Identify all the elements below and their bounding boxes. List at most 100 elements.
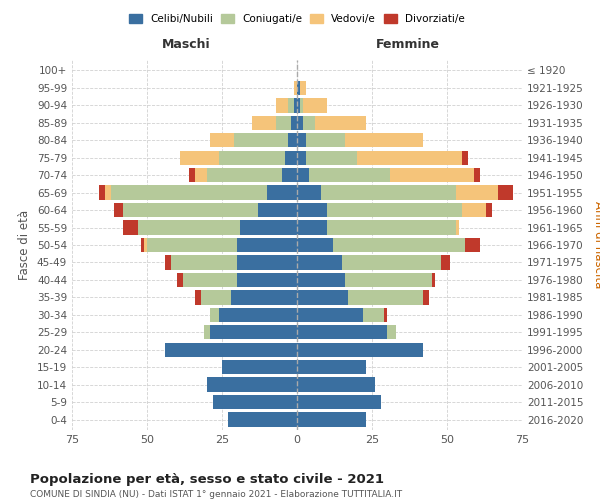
Bar <box>297 186 321 200</box>
Bar <box>384 308 387 322</box>
Bar <box>213 395 297 409</box>
Bar <box>204 325 210 340</box>
Bar <box>240 220 297 234</box>
Bar <box>237 238 297 252</box>
Bar <box>348 290 423 304</box>
Bar <box>456 220 459 234</box>
Bar <box>297 220 327 234</box>
Bar <box>486 203 492 217</box>
Bar <box>99 186 105 200</box>
Bar <box>141 238 144 252</box>
Bar <box>327 220 456 234</box>
Bar <box>201 290 231 304</box>
Bar <box>282 168 297 182</box>
Bar <box>297 133 306 148</box>
Bar <box>306 150 357 165</box>
Bar <box>288 98 294 112</box>
Bar <box>180 150 219 165</box>
Bar <box>231 290 297 304</box>
Bar <box>207 168 282 182</box>
Bar <box>297 168 309 182</box>
Bar <box>297 412 366 426</box>
Text: Maschi: Maschi <box>161 38 211 52</box>
Bar <box>165 342 297 357</box>
Bar <box>291 116 297 130</box>
Bar <box>123 203 258 217</box>
Bar <box>114 203 123 217</box>
Bar <box>144 238 147 252</box>
Bar <box>105 186 111 200</box>
Bar <box>456 186 498 200</box>
Y-axis label: Anni di nascita: Anni di nascita <box>592 202 600 288</box>
Bar <box>297 308 363 322</box>
Bar <box>276 98 288 112</box>
Bar <box>462 203 486 217</box>
Bar <box>327 203 462 217</box>
Bar <box>222 360 297 374</box>
Bar <box>390 168 474 182</box>
Legend: Celibi/Nubili, Coniugati/e, Vedovi/e, Divorziati/e: Celibi/Nubili, Coniugati/e, Vedovi/e, Di… <box>125 10 469 29</box>
Bar <box>357 150 462 165</box>
Bar <box>210 325 297 340</box>
Bar <box>111 186 267 200</box>
Bar <box>294 98 297 112</box>
Bar <box>276 116 291 130</box>
Text: COMUNE DI SINDIA (NU) - Dati ISTAT 1° gennaio 2021 - Elaborazione TUTTITALIA.IT: COMUNE DI SINDIA (NU) - Dati ISTAT 1° ge… <box>30 490 402 499</box>
Bar <box>123 220 138 234</box>
Bar <box>465 238 480 252</box>
Bar <box>294 81 297 95</box>
Bar <box>462 150 468 165</box>
Bar <box>297 98 300 112</box>
Bar <box>441 256 450 270</box>
Bar <box>219 308 297 322</box>
Bar <box>252 116 276 130</box>
Bar <box>297 342 423 357</box>
Bar <box>303 98 327 112</box>
Text: Femmine: Femmine <box>376 38 440 52</box>
Bar <box>474 168 480 182</box>
Bar <box>423 290 429 304</box>
Bar <box>345 273 432 287</box>
Bar <box>237 256 297 270</box>
Bar <box>177 273 183 287</box>
Bar <box>297 256 342 270</box>
Bar <box>147 238 237 252</box>
Bar <box>333 238 465 252</box>
Bar <box>387 325 396 340</box>
Bar <box>237 273 297 287</box>
Bar <box>228 412 297 426</box>
Bar <box>267 186 297 200</box>
Bar <box>234 133 288 148</box>
Bar <box>258 203 297 217</box>
Bar <box>297 150 306 165</box>
Bar <box>195 290 201 304</box>
Bar <box>297 116 303 130</box>
Bar <box>210 308 219 322</box>
Bar <box>300 81 306 95</box>
Bar <box>285 150 297 165</box>
Bar <box>342 256 441 270</box>
Bar <box>297 360 366 374</box>
Bar <box>288 133 297 148</box>
Bar <box>210 133 234 148</box>
Bar <box>171 256 237 270</box>
Bar <box>498 186 513 200</box>
Bar <box>165 256 171 270</box>
Bar <box>300 98 303 112</box>
Bar <box>297 238 333 252</box>
Bar <box>183 273 237 287</box>
Bar <box>297 203 327 217</box>
Bar <box>345 133 423 148</box>
Bar <box>315 116 366 130</box>
Bar <box>207 378 297 392</box>
Bar <box>219 150 285 165</box>
Bar <box>297 325 387 340</box>
Bar <box>363 308 384 322</box>
Bar <box>303 116 315 130</box>
Y-axis label: Fasce di età: Fasce di età <box>19 210 31 280</box>
Bar <box>297 378 375 392</box>
Bar <box>297 81 300 95</box>
Bar <box>195 168 207 182</box>
Bar <box>309 168 390 182</box>
Bar <box>306 133 345 148</box>
